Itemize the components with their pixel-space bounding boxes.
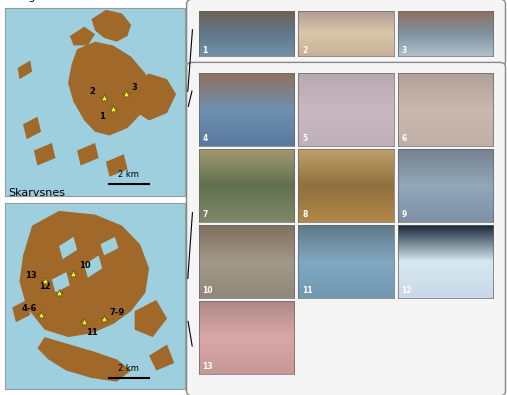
Text: 2: 2 xyxy=(302,46,307,55)
Polygon shape xyxy=(38,337,131,382)
Text: 8: 8 xyxy=(302,210,307,219)
Polygon shape xyxy=(84,256,102,278)
Text: 2: 2 xyxy=(90,87,95,96)
Text: 6: 6 xyxy=(402,134,407,143)
Polygon shape xyxy=(23,117,41,139)
Text: Skarvsnes: Skarvsnes xyxy=(9,188,66,198)
Polygon shape xyxy=(149,344,174,371)
Polygon shape xyxy=(68,42,149,135)
Text: 3: 3 xyxy=(402,46,407,55)
Polygon shape xyxy=(127,73,176,120)
Text: 9: 9 xyxy=(402,210,407,219)
Polygon shape xyxy=(52,272,70,293)
Text: 10: 10 xyxy=(203,286,213,295)
Text: 7: 7 xyxy=(203,210,208,219)
Text: 2 km: 2 km xyxy=(119,170,139,179)
Text: 4: 4 xyxy=(203,134,208,143)
Polygon shape xyxy=(91,10,131,42)
Text: 12: 12 xyxy=(402,286,412,295)
Text: 11: 11 xyxy=(86,328,98,337)
Polygon shape xyxy=(70,27,95,45)
Text: 3: 3 xyxy=(131,83,137,92)
Polygon shape xyxy=(34,143,55,166)
Polygon shape xyxy=(106,154,127,177)
Text: 13: 13 xyxy=(25,271,37,280)
Text: 10: 10 xyxy=(79,261,90,271)
Text: 4-6: 4-6 xyxy=(21,304,37,313)
Polygon shape xyxy=(18,60,32,79)
Polygon shape xyxy=(135,300,167,337)
Text: 13: 13 xyxy=(203,362,213,371)
Text: 1: 1 xyxy=(99,112,104,120)
Polygon shape xyxy=(77,143,99,166)
Text: 12: 12 xyxy=(39,282,51,291)
Polygon shape xyxy=(100,237,119,256)
Text: Langhovde: Langhovde xyxy=(9,0,70,2)
Text: 5: 5 xyxy=(302,134,307,143)
Text: 7-9: 7-9 xyxy=(110,308,125,317)
Text: 11: 11 xyxy=(302,286,313,295)
Polygon shape xyxy=(59,237,77,259)
Text: 2 km: 2 km xyxy=(119,363,139,372)
Text: 1: 1 xyxy=(203,46,208,55)
Polygon shape xyxy=(12,300,30,322)
Polygon shape xyxy=(19,211,149,337)
